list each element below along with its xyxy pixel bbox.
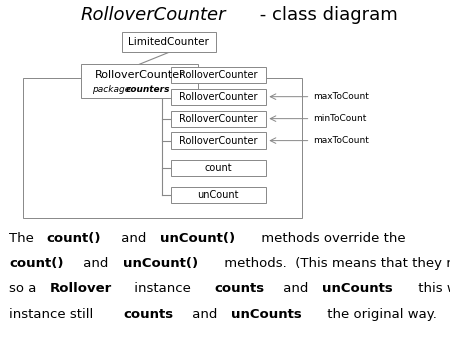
Text: this way, but a: this way, but a bbox=[414, 283, 450, 295]
Text: RolloverCounter: RolloverCounter bbox=[179, 92, 257, 102]
FancyBboxPatch shape bbox=[171, 67, 266, 83]
Text: Rollover: Rollover bbox=[50, 283, 112, 295]
Text: RolloverCounter: RolloverCounter bbox=[179, 114, 257, 124]
Text: unCount(): unCount() bbox=[123, 257, 198, 270]
FancyBboxPatch shape bbox=[171, 111, 266, 127]
Text: the original way.: the original way. bbox=[323, 308, 436, 321]
Text: RolloverCounter: RolloverCounter bbox=[179, 70, 257, 80]
Text: RolloverCounter: RolloverCounter bbox=[81, 6, 226, 24]
Text: unCount: unCount bbox=[198, 190, 239, 200]
Text: The: The bbox=[9, 232, 38, 245]
Text: LimitedCounter: LimitedCounter bbox=[128, 37, 209, 47]
Text: counts: counts bbox=[214, 283, 264, 295]
FancyBboxPatch shape bbox=[122, 32, 216, 52]
Text: count(): count() bbox=[9, 257, 63, 270]
Text: instance: instance bbox=[130, 283, 195, 295]
Text: methods override the: methods override the bbox=[257, 232, 410, 245]
Text: - class diagram: - class diagram bbox=[254, 6, 398, 24]
Text: RolloverCounter: RolloverCounter bbox=[94, 70, 184, 80]
Text: unCounts: unCounts bbox=[322, 283, 393, 295]
FancyBboxPatch shape bbox=[171, 132, 266, 149]
Text: count: count bbox=[204, 163, 232, 173]
FancyBboxPatch shape bbox=[171, 89, 266, 105]
Text: unCount(): unCount() bbox=[160, 232, 235, 245]
Text: and: and bbox=[79, 257, 113, 270]
Text: and: and bbox=[117, 232, 151, 245]
Text: count(): count() bbox=[47, 232, 101, 245]
Text: maxToCount: maxToCount bbox=[313, 92, 369, 101]
Text: so a: so a bbox=[9, 283, 40, 295]
Text: instance still: instance still bbox=[9, 308, 98, 321]
Text: maxToCount: maxToCount bbox=[313, 136, 369, 145]
Text: unCounts: unCounts bbox=[231, 308, 302, 321]
Text: and: and bbox=[279, 283, 312, 295]
Text: methods.  (This means that they replace them -: methods. (This means that they replace t… bbox=[220, 257, 450, 270]
Text: package: package bbox=[92, 85, 133, 94]
Text: and: and bbox=[188, 308, 221, 321]
FancyBboxPatch shape bbox=[171, 187, 266, 203]
Text: counts: counts bbox=[123, 308, 173, 321]
Text: RolloverCounter: RolloverCounter bbox=[179, 136, 257, 146]
FancyBboxPatch shape bbox=[171, 160, 266, 176]
Text: counters: counters bbox=[126, 85, 171, 94]
FancyBboxPatch shape bbox=[81, 64, 198, 98]
Text: minToCount: minToCount bbox=[313, 114, 366, 123]
